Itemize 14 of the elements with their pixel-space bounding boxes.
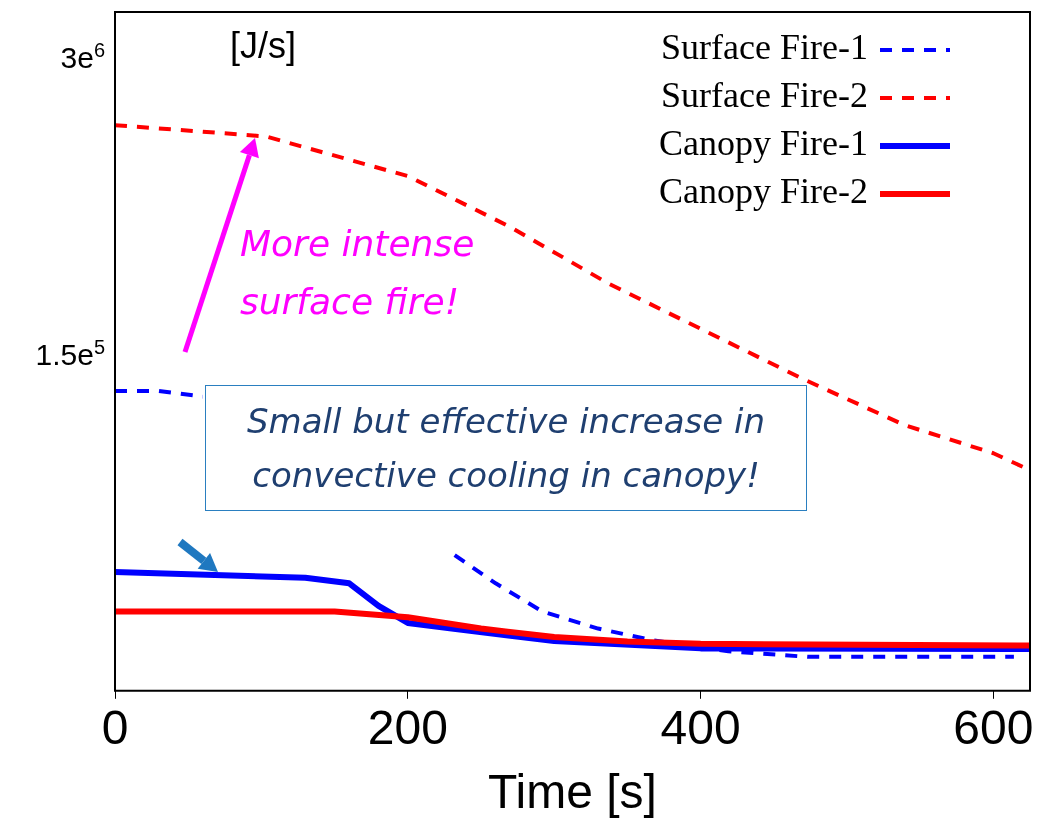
- x-axis-title: Time [s]: [488, 765, 657, 819]
- text: 1.5e$^{5}$: [35, 335, 105, 372]
- legend-label: Surface Fire-2: [661, 75, 868, 116]
- annotation: Small but effective increase in convective cooling in canopy!: [205, 385, 807, 511]
- x-tick-label: 200: [367, 700, 448, 754]
- x-tick-label: 0: [101, 700, 129, 754]
- x-tick-label: 600: [953, 700, 1034, 754]
- legend-label: Canopy Fire-2: [659, 171, 868, 212]
- x-tick-label: 400: [660, 700, 741, 754]
- annotation: More intense surface fire!: [240, 222, 476, 324]
- legend-label: Canopy Fire-1: [659, 123, 868, 164]
- text: 3e$^{6}$: [60, 38, 105, 75]
- y-axis-title: [J/s]: [230, 24, 297, 66]
- legend-label: Surface Fire-1: [661, 27, 868, 68]
